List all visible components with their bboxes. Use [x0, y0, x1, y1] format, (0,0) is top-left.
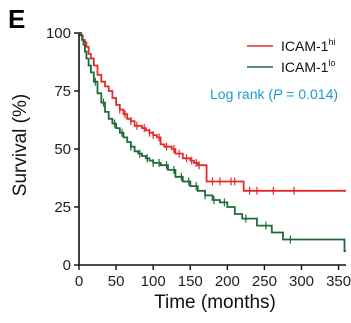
x-tick-label: 150	[178, 273, 203, 290]
series-line-hi	[79, 32, 346, 192]
panel-label: E	[8, 4, 25, 34]
series-group	[79, 32, 346, 252]
log-rank-annotation: Log rank (P = 0.014)	[210, 86, 338, 102]
y-tick-label: 25	[54, 199, 71, 216]
legend-label-hi-sup: hi	[328, 37, 335, 47]
x-tick-label: 100	[141, 273, 166, 290]
y-tick-label: 100	[46, 25, 71, 42]
x-tick-label: 200	[215, 273, 240, 290]
x-axis-title: Time (months)	[154, 292, 276, 313]
x-tick-label: 350	[326, 273, 351, 290]
log-rank-value: = 0.014)	[282, 86, 338, 102]
x-tick-label: 250	[252, 273, 277, 290]
x-tick-label: 300	[289, 273, 314, 290]
y-tick-label: 75	[54, 83, 71, 100]
legend-label-hi: ICAM-1hi	[281, 37, 335, 54]
log-rank-prefix: Log rank (	[210, 86, 273, 102]
legend-label-hi-name: ICAM-1	[281, 38, 329, 54]
y-tick-label: 0	[63, 257, 71, 274]
y-tick-label: 50	[54, 141, 71, 158]
x-tick-label: 50	[108, 273, 125, 290]
x-tick-label: 0	[75, 273, 83, 290]
y-axis-title: Survival (%)	[10, 94, 31, 196]
legend: ICAM-1hi ICAM-1lo Log rank (P = 0.014)	[210, 37, 338, 102]
log-rank-p: P	[273, 86, 283, 102]
legend-label-lo: ICAM-1lo	[281, 58, 335, 75]
legend-label-lo-sup: lo	[328, 58, 335, 68]
series-line-lo	[79, 32, 346, 252]
legend-label-lo-name: ICAM-1	[281, 59, 329, 75]
axes: 0 25 50 75 100 0 50 100 150 200 250 300 350	[46, 25, 351, 290]
